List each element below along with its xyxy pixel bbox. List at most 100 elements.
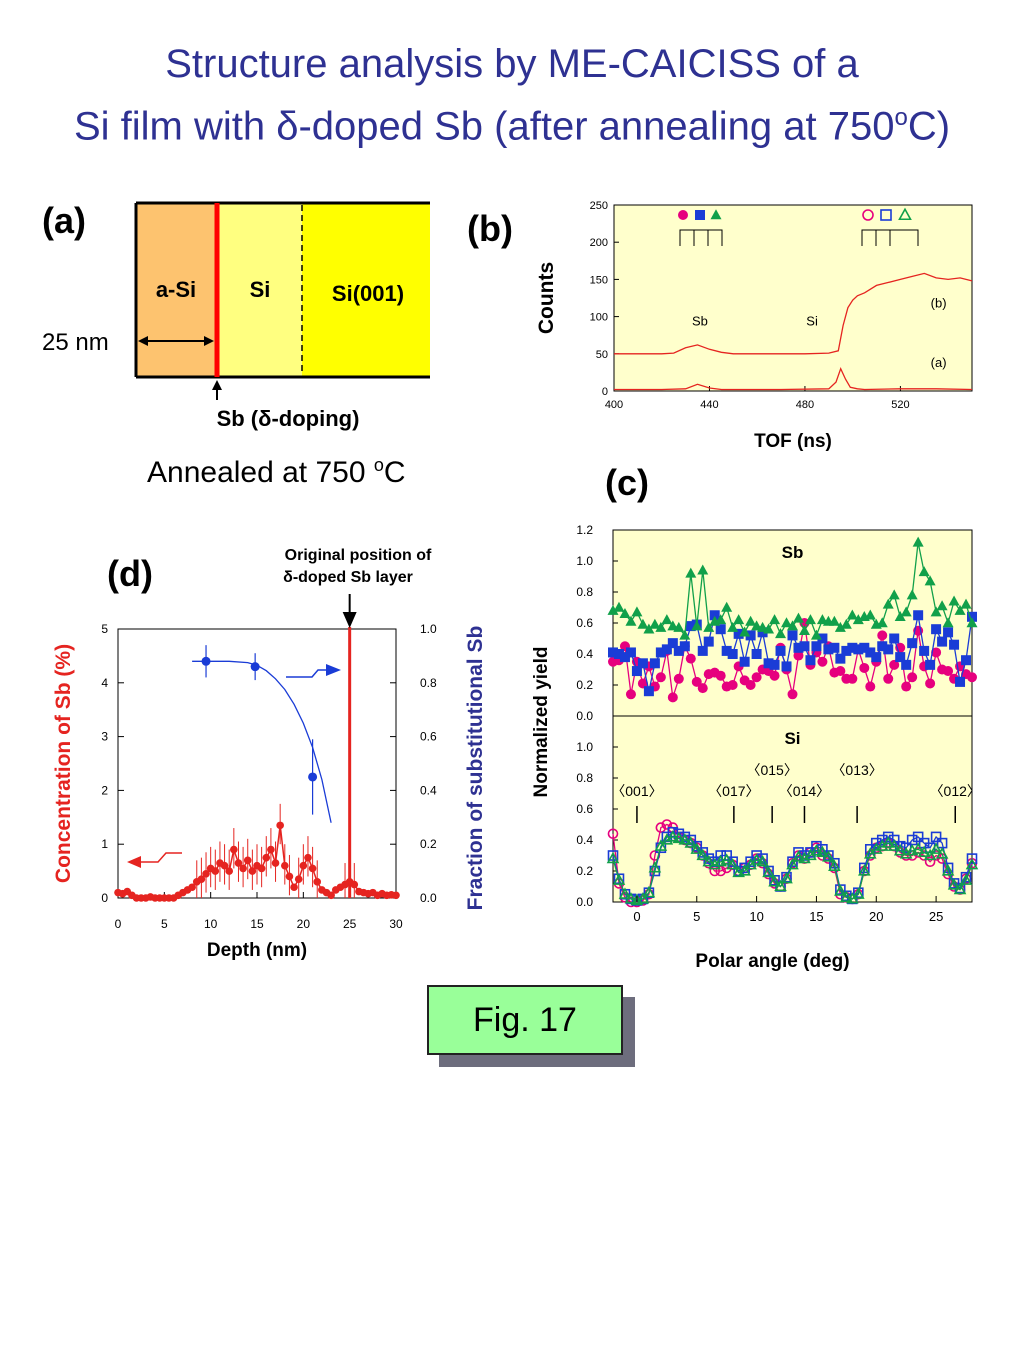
data-point-Sb-red [691, 676, 702, 687]
x-tick-label: 15 [809, 909, 823, 924]
data-point-Si-blue [930, 831, 942, 843]
data-point-Sb-blue [781, 661, 792, 672]
annotation-a: (a) [931, 355, 947, 370]
arrowhead-down-icon [342, 612, 357, 628]
data-point-Sb-green [631, 606, 643, 617]
data-point-Sb-blue [775, 645, 786, 656]
x-tick-label: 15 [250, 917, 264, 931]
data-point-Sb-blue [787, 630, 798, 641]
x-tick-label: 440 [700, 399, 718, 411]
annealed-text: Annealed at 750 [147, 456, 374, 489]
data-point-Si-blue [715, 850, 727, 861]
data-point-Sb-blue [889, 633, 900, 644]
data-point-Si-red [661, 819, 673, 830]
data-point-Sb-blue [793, 642, 804, 653]
data-point-Sb-blue [715, 624, 726, 635]
direction-label: 〈001〉 [611, 783, 662, 799]
data-point-Sb-green [828, 615, 840, 626]
data-point-Sb-blue [727, 649, 738, 659]
data-point-Sb-red [637, 678, 648, 689]
left-axis-indicator [130, 852, 182, 863]
data-point-Sb-green [864, 609, 876, 620]
data-point-Sb-blue [925, 659, 936, 670]
y2-tick-label: 0.8 [420, 676, 437, 690]
y2-tick-label: 0.6 [420, 730, 437, 744]
data-point-Sb-green [637, 618, 649, 629]
data-point-Sb-red [727, 680, 738, 690]
direction-label: 〈017〉 [708, 783, 759, 799]
data-point-Si-green [720, 853, 733, 865]
data-point-Sb-green [960, 598, 972, 609]
annealed-note: Annealed at 750 oC [147, 455, 406, 490]
y-tick-label: 0 [602, 386, 608, 398]
concentration-point [230, 845, 238, 854]
data-point-Sb-red [667, 692, 678, 703]
data-point-Sb-red [901, 681, 912, 692]
concentration-point [248, 867, 257, 875]
data-point-Sb-green [655, 621, 667, 632]
y-tick-label: 0.6 [576, 616, 593, 630]
data-point-Sb-blue [901, 659, 912, 670]
data-point-Si-green [624, 892, 638, 904]
data-point-Sb-blue [823, 644, 834, 655]
data-point-Sb-green [763, 623, 775, 634]
panel-b-label: (b) [467, 208, 513, 249]
data-point-Si-green [953, 882, 967, 895]
data-point-Sb-green [846, 609, 858, 620]
data-point-Sb-blue [619, 652, 630, 663]
data-point-Sb-red [715, 670, 726, 681]
data-point-Si-green [792, 850, 805, 862]
concentration-point [257, 864, 266, 873]
data-point-Sb-blue [613, 649, 624, 659]
data-point-Sb-blue [919, 645, 930, 656]
data-point-Sb-blue [637, 658, 648, 669]
data-point-Sb-red [787, 689, 798, 700]
data-point-Sb-blue [661, 644, 672, 655]
concentration-point [211, 867, 220, 875]
data-point-Sb-blue [811, 641, 822, 652]
data-point-Si-green [881, 836, 895, 848]
legend-marker-filled-triangle [710, 209, 722, 220]
series-line-Si-green [612, 836, 973, 902]
concentration-point [285, 872, 294, 881]
data-point-Sb-green [613, 601, 625, 612]
data-point-Sb-blue [763, 658, 774, 669]
title-line-2-end: C) [907, 104, 951, 149]
y-tick-label: 2 [101, 783, 108, 797]
direction-label: 〈015〉 [746, 762, 797, 778]
legend-marker-open-circle [862, 209, 874, 221]
y-tick-label: 0.2 [576, 678, 593, 692]
data-point-Sb-blue [608, 647, 618, 658]
y-tick-label: 0.8 [576, 585, 593, 599]
y-tick-label: 3 [101, 730, 108, 744]
data-point-Sb-green [894, 611, 906, 622]
plot-area [613, 204, 973, 392]
data-point-Sb-blue [817, 633, 828, 644]
data-point-Sb-blue [871, 652, 882, 663]
y2-tick-label: 1.0 [420, 622, 437, 636]
x-tick-label: 480 [796, 399, 814, 411]
x-axis-label: Depth (nm) [207, 940, 307, 961]
data-point-Sb-green [721, 601, 733, 612]
x-tick-label: 520 [891, 399, 909, 411]
data-point-Sb-green [852, 614, 864, 625]
data-point-Sb-green [625, 615, 637, 626]
data-point-Sb-red [751, 672, 762, 683]
data-point-Sb-green [924, 575, 936, 586]
data-point-Sb-blue [625, 647, 636, 658]
title-line-2: Si film with δ-doped Sb (after annealing… [0, 92, 1024, 152]
y-tick-label: 100 [590, 312, 608, 324]
annotation-si: Si [806, 314, 818, 329]
direction-label: 〈012〉 [930, 783, 981, 799]
data-point-Sb-blue [835, 653, 846, 664]
data-point-Sb-red [877, 630, 888, 641]
x-tick-label: 10 [749, 909, 763, 924]
y-tick-label: 1.0 [576, 740, 593, 754]
data-point-Sb-red [907, 672, 918, 683]
y-tick-label: 0.6 [576, 802, 593, 816]
data-point-Sb-green [876, 617, 888, 628]
data-point-Sb-green [834, 621, 846, 632]
chart-d: 0 1 2 3 4 5 0.0 0.2 0.4 0.6 0.8 1.0 0 5 10 15 20 25 30 Orig… [52, 547, 487, 961]
y-tick-label: 0.4 [576, 647, 593, 661]
